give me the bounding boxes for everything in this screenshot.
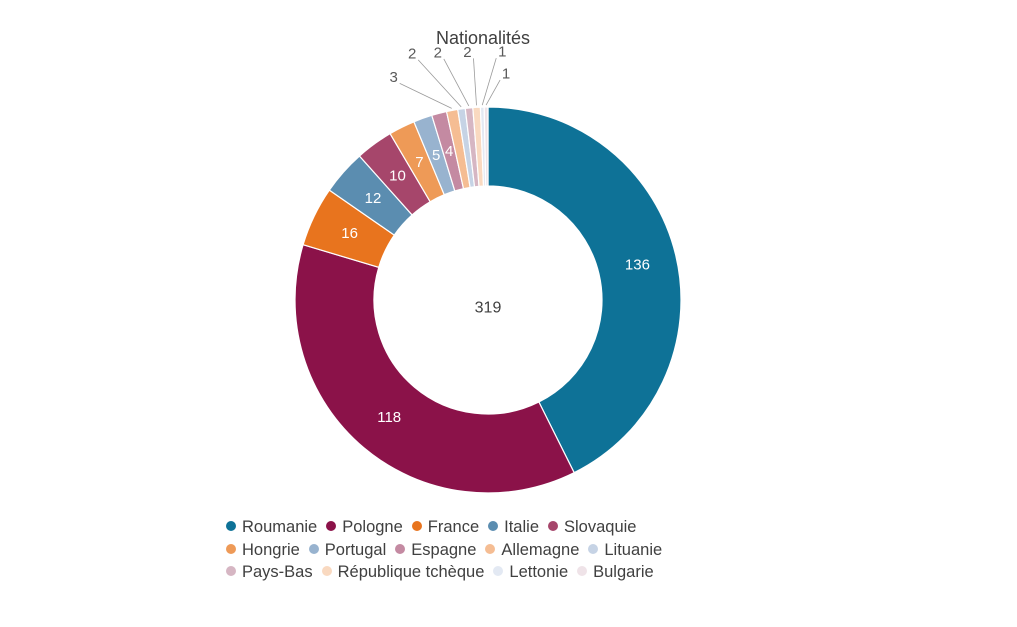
- legend-label: Allemagne: [501, 540, 580, 559]
- value-label-slovaquie: 10: [389, 167, 406, 184]
- legend-marker: [493, 566, 504, 576]
- legend-label: Italie: [504, 518, 539, 536]
- legend-label: Roumanie: [242, 518, 318, 536]
- legend-item-slovaquie: Slovaquie: [548, 516, 636, 538]
- legend-marker: [308, 543, 319, 554]
- value-label-bulgarie: 1: [502, 66, 510, 83]
- legend-row: Roumanie Pologne France Italie Slovaquie: [226, 516, 786, 539]
- legend-marker: [488, 521, 499, 531]
- legend-label: Lettonie: [509, 563, 569, 581]
- legend-marker: [411, 521, 422, 531]
- legend-label: Pays-Bas: [242, 563, 313, 581]
- legend-marker: [326, 521, 337, 531]
- legend-label: France: [427, 518, 480, 536]
- leader-line: [473, 58, 477, 106]
- slice-bulgarie: [483, 106, 489, 187]
- legend-label: Portugal: [324, 540, 387, 559]
- legend-label: Hongrie: [242, 540, 300, 559]
- legend-item-france: France: [411, 516, 480, 538]
- legend-marker: [485, 543, 496, 554]
- value-label-republique-tcheque: 2: [463, 44, 471, 61]
- legend-item-hongrie: Hongrie: [226, 539, 300, 561]
- legend-label: Bulgarie: [593, 563, 654, 581]
- value-label-allemagne: 3: [390, 69, 398, 86]
- leader-line: [481, 57, 497, 106]
- legend-label: Espagne: [411, 540, 477, 559]
- value-label-pays-bas: 2: [434, 44, 442, 61]
- leader-line: [443, 58, 470, 107]
- legend-item-lituanie: Lituanie: [588, 539, 662, 561]
- value-label-pologne: 118: [377, 409, 401, 426]
- legend-item-pays-bas: Pays-Bas: [226, 561, 313, 583]
- legend-item-pologne: Pologne: [326, 516, 403, 538]
- legend-row: Pays-Bas République tchèque Lettonie Bulgar…: [226, 561, 786, 584]
- legend-marker: [226, 543, 236, 554]
- legend-label: République tchèque: [337, 563, 485, 581]
- leader-line: [485, 79, 501, 106]
- legend-label: Pologne: [342, 518, 403, 536]
- value-label-france: 16: [341, 225, 358, 242]
- legend-marker: [226, 521, 236, 531]
- value-label-italie: 12: [365, 190, 382, 207]
- legend-marker: [321, 566, 332, 576]
- legend-item-allemagne: Allemagne: [485, 539, 579, 561]
- legend-row: Hongrie Portugal Espagne Allemagne Lituanie: [226, 539, 786, 562]
- legend-item-espagne: Espagne: [395, 539, 476, 561]
- chart-legend: Roumanie Pologne France Italie Slovaquie Hong…: [226, 516, 786, 584]
- legend-item-bulgarie: Bulgarie: [577, 561, 654, 583]
- slice-pologne: [294, 243, 575, 494]
- legend-marker: [395, 543, 406, 554]
- center-total-label: 319: [475, 300, 502, 317]
- legend-item-republique-tcheque: République tchèque: [321, 561, 485, 583]
- chart-title: Nationalités: [435, 28, 531, 48]
- leader-line: [399, 83, 452, 109]
- legend-item-roumanie: Roumanie: [226, 516, 317, 538]
- value-label-lituanie: 2: [408, 45, 416, 62]
- slice-roumanie: [487, 106, 682, 474]
- legend-marker: [226, 566, 236, 576]
- value-label-roumanie: 136: [625, 256, 650, 273]
- legend-item-italie: Italie: [488, 516, 539, 538]
- value-label-portugal: 5: [432, 147, 440, 164]
- legend-item-lettonie: Lettonie: [493, 561, 568, 583]
- legend-label: Slovaquie: [564, 518, 637, 536]
- legend-marker: [577, 566, 588, 576]
- legend-marker: [548, 521, 558, 531]
- legend-label: Lituanie: [604, 540, 663, 559]
- legend-item-portugal: Portugal: [308, 539, 387, 561]
- value-label-espagne: 4: [445, 143, 453, 160]
- leader-line: [417, 59, 462, 108]
- value-label-lettonie: 1: [498, 44, 506, 61]
- legend-marker: [588, 543, 599, 554]
- value-label-hongrie: 7: [415, 154, 423, 171]
